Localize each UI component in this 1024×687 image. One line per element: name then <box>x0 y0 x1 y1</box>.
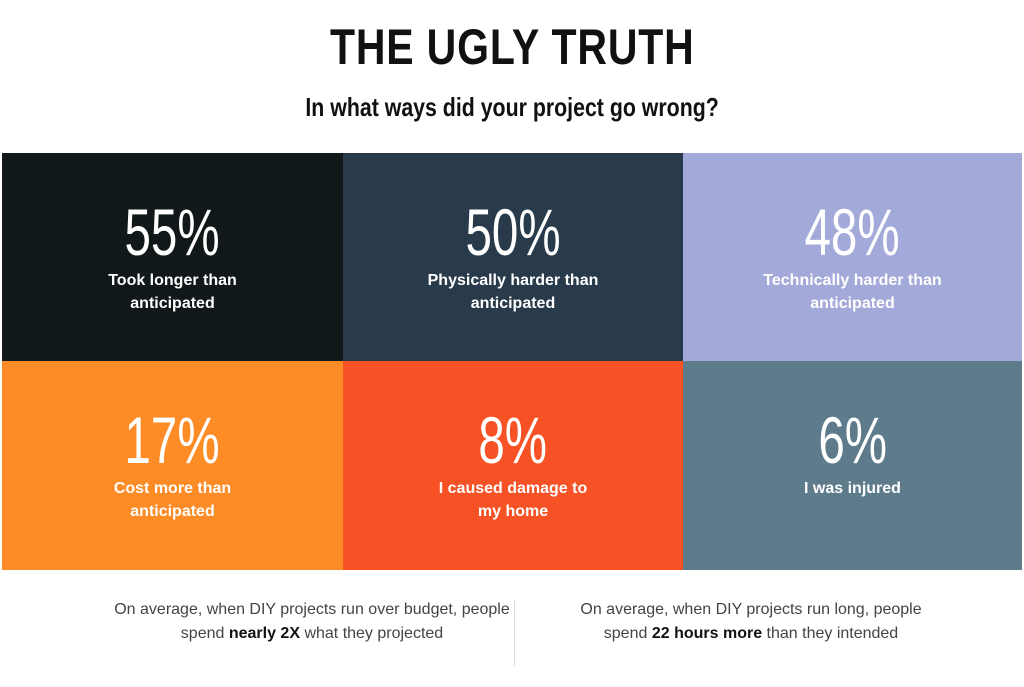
footer-note-budget: On average, when DIY projects run over b… <box>112 598 512 645</box>
stat-value-text: 50% <box>465 195 561 269</box>
stat-value: 8% <box>343 405 683 475</box>
stat-cell: 6% I was injured <box>683 361 1022 570</box>
footer-right-text-end: than they intended <box>762 624 899 642</box>
stat-cell: 55% Took longer than anticipated <box>2 153 343 361</box>
page-title: THE UGLY TRUTH <box>0 18 1024 76</box>
footer-right-text: On average, when DIY projects run long, … <box>580 601 922 642</box>
stat-value: 55% <box>2 197 343 267</box>
footer-note-time: On average, when DIY projects run long, … <box>566 598 936 645</box>
page-subtitle: In what ways did your project go wrong? <box>0 92 1024 123</box>
footer-left-highlight: nearly 2X <box>228 624 300 642</box>
footer-left-text-end: what they projected <box>300 624 444 642</box>
stat-value-text: 17% <box>124 403 221 477</box>
stat-cell: 48% Technically harder than anticipated <box>683 153 1022 361</box>
footer-divider <box>514 600 515 666</box>
stat-grid: 55% Took longer than anticipated 50% Physic… <box>2 153 1022 570</box>
stat-cell: 8% I caused damage to my home <box>343 361 683 570</box>
stat-value: 50% <box>343 197 683 267</box>
stat-label: Technically harder than anticipated <box>763 272 942 312</box>
subtitle-text: In what ways did your project go wrong? <box>305 92 719 122</box>
title-text: THE UGLY TRUTH <box>329 19 695 75</box>
stat-label: I was injured <box>804 480 901 497</box>
stat-cell: 17% Cost more than anticipated <box>2 361 343 570</box>
stat-value: 6% <box>683 405 1022 475</box>
stat-label: Cost more than anticipated <box>113 480 232 520</box>
stat-label: I caused damage to my home <box>438 480 588 520</box>
stat-cell: 50% Physically harder than anticipated <box>343 153 683 361</box>
stat-label: Physically harder than anticipated <box>427 272 599 312</box>
footer-left-text: On average, when DIY projects run over b… <box>114 601 510 642</box>
stat-value-text: 55% <box>124 195 221 269</box>
stat-value-text: 48% <box>804 195 901 269</box>
stat-value-text: 6% <box>818 403 887 477</box>
stat-value-text: 8% <box>478 403 548 477</box>
stat-value: 17% <box>2 405 343 475</box>
footer-right-highlight: 22 hours more <box>651 624 763 642</box>
stat-label: Took longer than anticipated <box>108 272 237 312</box>
stat-value: 48% <box>683 197 1022 267</box>
